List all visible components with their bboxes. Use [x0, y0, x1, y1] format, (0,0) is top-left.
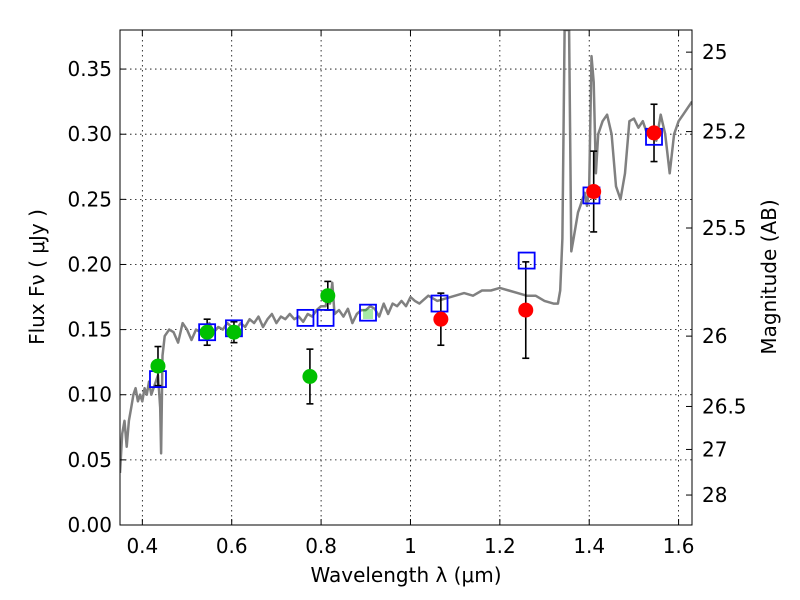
nir-point [518, 302, 534, 318]
optical-point [226, 324, 242, 340]
model-photometry-square [316, 308, 335, 327]
x-tick-label: 1.6 [663, 534, 695, 558]
points-layer [149, 103, 663, 405]
ticks-layer: 0.4 0.6 0.8 1 1.2 1.4 1.6 0.00 0.05 0.10 0.15 0.20 0… [67, 30, 747, 558]
faint-point [363, 308, 374, 319]
optical-point [199, 324, 215, 340]
y-tick-label: 0.30 [67, 122, 112, 146]
right-tick-label: 27 [702, 437, 727, 461]
x-tick-label: 1.2 [484, 534, 516, 558]
model-photometry-square [296, 308, 315, 327]
y-tick-label: 0.20 [67, 252, 112, 276]
y-tick-label: 0.00 [67, 513, 112, 537]
y-axis-label: Flux Fν ( μJy ) [25, 209, 49, 345]
y-tick-label: 0.10 [67, 383, 112, 407]
y-tick-label: 0.25 [67, 187, 112, 211]
optical-point [320, 288, 336, 304]
right-tick-label: 25 [702, 40, 727, 64]
nir-point [646, 125, 662, 141]
right-tick-label: 26 [702, 324, 727, 348]
nir-point [433, 311, 449, 327]
right-tick-label: 25.5 [702, 216, 747, 240]
right-tick-label: 28 [702, 483, 727, 507]
plot-frame [119, 29, 693, 526]
right-tick-label: 26.5 [702, 394, 747, 418]
x-tick-label: 1 [404, 534, 417, 558]
right-tick-label: 25.2 [702, 120, 747, 144]
nir-point [586, 184, 602, 200]
model-photometry-square [359, 303, 377, 322]
y-tick-label: 0.35 [67, 57, 112, 81]
x-tick-label: 0.4 [126, 534, 158, 558]
model-photometry-square [198, 323, 217, 342]
y-tick-label: 0.15 [67, 318, 112, 342]
x-tick-label: 1.4 [573, 534, 605, 558]
x-tick-label: 0.8 [305, 534, 337, 558]
optical-point [150, 358, 166, 374]
grid-layer [120, 30, 692, 526]
y-tick-label: 0.05 [67, 448, 112, 472]
model-photometry-square [430, 294, 449, 313]
x-tick-label: 0.6 [216, 534, 248, 558]
model-photometry-square [517, 251, 536, 270]
x-axis-label: Wavelength λ (μm) [310, 563, 501, 587]
optical-point [302, 369, 318, 384]
spectrum-layer [120, 30, 692, 473]
model-spectrum-line [120, 30, 692, 473]
right-axis-label: Magnitude (AB) [757, 199, 781, 354]
